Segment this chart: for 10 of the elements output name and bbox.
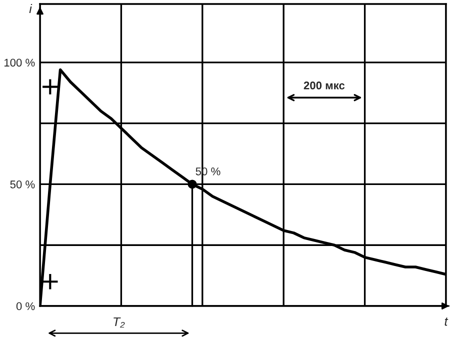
y-tick-label: 100 % [4,58,35,67]
point [42,78,59,96]
y-tick-label: 0 % [16,302,35,310]
annotation: 200 мкс [304,82,345,90]
y-axis-title: i [29,4,32,14]
point [42,272,59,290]
point [188,180,197,189]
text: T₂ [114,317,125,328]
y-tick-label: 50 % [10,180,35,188]
x-axis-title: t [444,318,448,326]
